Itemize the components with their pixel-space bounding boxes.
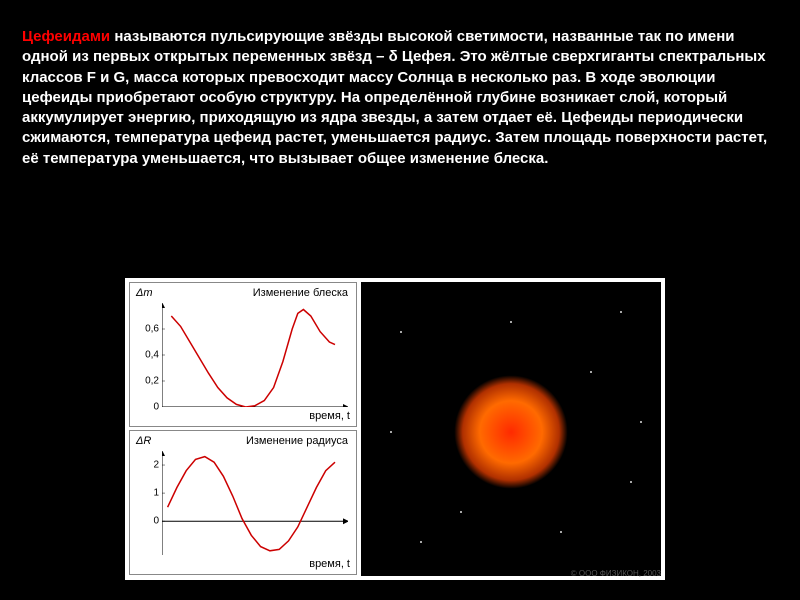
main-paragraph: Цефеидами называются пульсирующие звёзды… xyxy=(22,27,778,169)
charts-column: Δm Изменение блеска 00,20,40,6 время, t … xyxy=(129,282,357,576)
y-tick-label: 1 xyxy=(153,488,159,499)
chart1-y-label: Δm xyxy=(136,287,153,299)
chart2-x-label: время, t xyxy=(309,558,350,570)
y-tick-label: 2 xyxy=(153,460,159,471)
copyright-text: © ООО ФИЗИКОН, 2003 xyxy=(571,569,661,578)
lead-word: Цефеидами xyxy=(22,28,110,45)
chart1-plot-area: 00,20,40,6 xyxy=(162,303,348,407)
y-tick-label: 0,6 xyxy=(145,324,159,335)
chart1-title: Изменение блеска xyxy=(253,287,348,299)
slide: Цефеидами называются пульсирующие звёзды… xyxy=(0,0,800,600)
y-tick-label: 0 xyxy=(153,402,159,413)
chart2-title: Изменение радиуса xyxy=(246,435,348,447)
star-image-panel xyxy=(361,282,661,576)
chart2-plot-area: 012 xyxy=(162,451,348,555)
y-tick-label: 0 xyxy=(153,516,159,527)
figure-panel: Δm Изменение блеска 00,20,40,6 время, t … xyxy=(125,278,665,580)
radius-chart: ΔR Изменение радиуса 012 время, t xyxy=(129,430,357,575)
y-tick-label: 0,2 xyxy=(145,376,159,387)
chart1-x-label: время, t xyxy=(309,410,350,422)
brightness-chart: Δm Изменение блеска 00,20,40,6 время, t xyxy=(129,282,357,427)
y-tick-label: 0,4 xyxy=(145,350,159,361)
body-text: называются пульсирующие звёзды высокой с… xyxy=(22,28,767,167)
chart2-y-label: ΔR xyxy=(136,435,151,447)
